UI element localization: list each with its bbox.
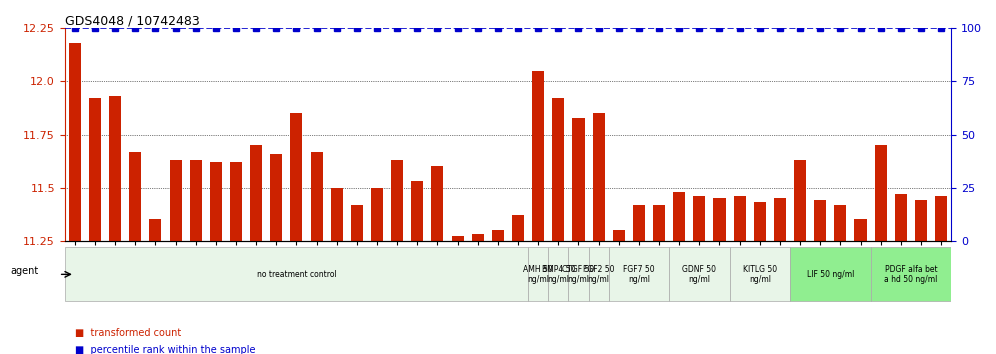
Text: FGF2 50
ng/ml: FGF2 50 ng/ml: [583, 265, 615, 284]
Bar: [613, 230, 624, 241]
Text: BMP4 50
ng/ml: BMP4 50 ng/ml: [542, 265, 575, 284]
Bar: [713, 198, 725, 241]
Bar: [653, 205, 665, 241]
Bar: [169, 160, 181, 241]
Bar: [512, 215, 524, 241]
FancyBboxPatch shape: [790, 247, 871, 301]
Bar: [291, 113, 303, 241]
Bar: [814, 200, 827, 241]
Text: CTGF 50
ng/ml: CTGF 50 ng/ml: [563, 265, 595, 284]
Bar: [673, 192, 685, 241]
Bar: [632, 205, 645, 241]
FancyBboxPatch shape: [65, 247, 528, 301]
Text: PDGF alfa bet
a hd 50 ng/ml: PDGF alfa bet a hd 50 ng/ml: [884, 265, 937, 284]
FancyBboxPatch shape: [669, 247, 730, 301]
Bar: [835, 205, 847, 241]
Bar: [411, 181, 423, 241]
Text: GDNF 50
ng/ml: GDNF 50 ng/ml: [682, 265, 716, 284]
Text: LIF 50 ng/ml: LIF 50 ng/ml: [807, 270, 854, 279]
FancyBboxPatch shape: [569, 247, 589, 301]
Bar: [593, 113, 605, 241]
Bar: [855, 219, 867, 241]
Bar: [89, 98, 101, 241]
Bar: [492, 230, 504, 241]
Text: ■  percentile rank within the sample: ■ percentile rank within the sample: [75, 346, 255, 354]
Bar: [693, 196, 705, 241]
Bar: [754, 202, 766, 241]
Bar: [149, 219, 161, 241]
Bar: [270, 154, 282, 241]
Bar: [532, 71, 544, 241]
Bar: [451, 236, 464, 241]
FancyBboxPatch shape: [548, 247, 569, 301]
Bar: [311, 152, 323, 241]
Text: ■  transformed count: ■ transformed count: [75, 328, 181, 338]
Text: KITLG 50
ng/ml: KITLG 50 ng/ml: [743, 265, 777, 284]
Bar: [69, 43, 81, 241]
FancyBboxPatch shape: [730, 247, 790, 301]
Bar: [472, 234, 484, 241]
Bar: [874, 145, 886, 241]
Bar: [553, 98, 565, 241]
Bar: [250, 145, 262, 241]
Bar: [351, 205, 363, 241]
Bar: [391, 160, 403, 241]
Text: agent: agent: [10, 266, 38, 276]
Bar: [230, 162, 242, 241]
Bar: [573, 118, 585, 241]
FancyBboxPatch shape: [871, 247, 951, 301]
Bar: [734, 196, 746, 241]
Bar: [431, 166, 443, 241]
Bar: [371, 188, 383, 241]
FancyBboxPatch shape: [528, 247, 548, 301]
Text: no treatment control: no treatment control: [257, 270, 337, 279]
Bar: [210, 162, 222, 241]
Bar: [189, 160, 202, 241]
Bar: [331, 188, 343, 241]
Bar: [129, 152, 141, 241]
Text: GDS4048 / 10742483: GDS4048 / 10742483: [65, 14, 199, 27]
Bar: [774, 198, 786, 241]
Bar: [894, 194, 907, 241]
Text: FGF7 50
ng/ml: FGF7 50 ng/ml: [623, 265, 654, 284]
Bar: [110, 96, 122, 241]
Bar: [935, 196, 947, 241]
FancyBboxPatch shape: [589, 247, 609, 301]
Text: AMH 50
ng/ml: AMH 50 ng/ml: [523, 265, 553, 284]
FancyBboxPatch shape: [609, 247, 669, 301]
Bar: [794, 160, 806, 241]
Bar: [915, 200, 927, 241]
